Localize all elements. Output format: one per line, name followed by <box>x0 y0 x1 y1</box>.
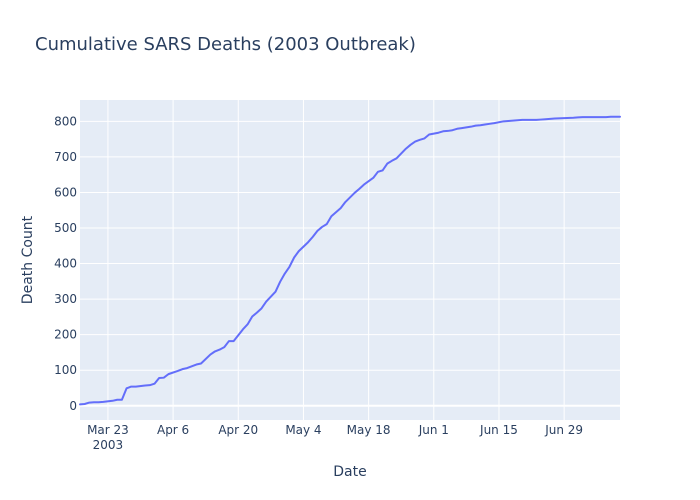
x-tick-label: May 18 <box>347 423 391 437</box>
series-line <box>79 115 621 406</box>
y-tick-label: 800 <box>54 114 77 128</box>
x-axis-title: Date <box>333 464 366 480</box>
y-axis-title: Death Count <box>20 215 36 304</box>
x-tick-label: Jun 15 <box>479 423 518 437</box>
y-tick-label: 100 <box>54 363 77 377</box>
x-tick-label: Mar 23 <box>87 423 129 437</box>
x-tick-label: Apr 6 <box>157 423 189 437</box>
y-tick-label: 200 <box>54 328 77 342</box>
y-axis-ticks: 0 100 200 300 400 500 600 700 800 <box>54 114 77 412</box>
grid-lines <box>80 100 620 420</box>
chart-title: Cumulative SARS Deaths (2003 Outbreak) <box>35 34 416 55</box>
y-tick-label: 500 <box>54 221 77 235</box>
x-tick-label: May 4 <box>285 423 321 437</box>
x-tick-year-label: 2003 <box>93 438 124 452</box>
y-tick-label: 400 <box>54 257 77 271</box>
y-tick-label: 0 <box>69 399 77 413</box>
x-tick-label: Apr 20 <box>218 423 258 437</box>
y-tick-label: 700 <box>54 150 77 164</box>
x-tick-label: Jun 29 <box>544 423 583 437</box>
y-tick-label: 300 <box>54 292 77 306</box>
x-tick-label: Jun 1 <box>418 423 449 437</box>
y-tick-label: 600 <box>54 185 77 199</box>
plot-area <box>80 100 620 420</box>
